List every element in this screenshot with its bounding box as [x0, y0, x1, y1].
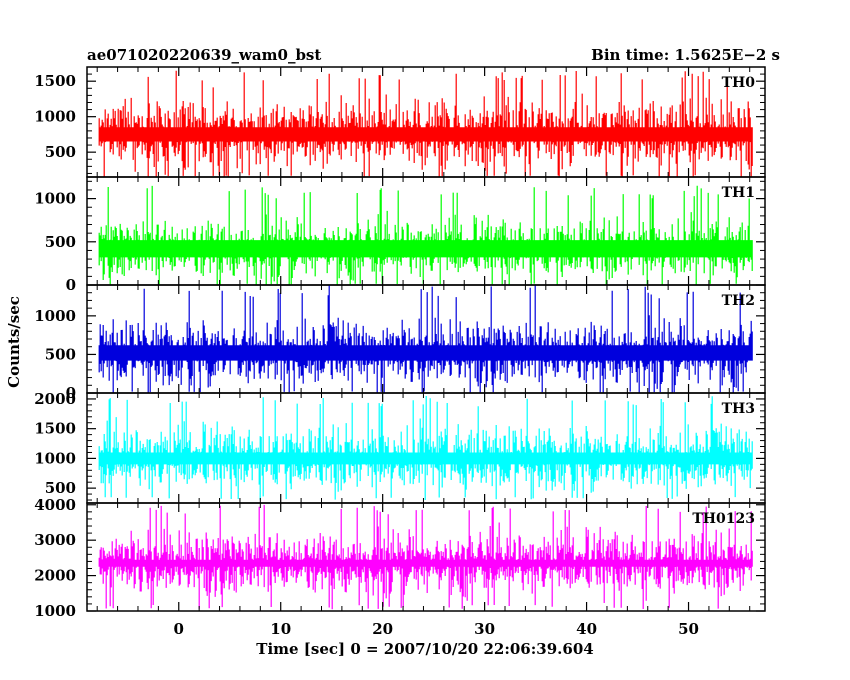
panel-label-th2: TH2	[722, 293, 755, 309]
y-tick-label: 2000	[34, 390, 76, 408]
panel-th0: 500 1000 1500 TH0	[34, 66, 766, 178]
panel-th2: 0 500 1000 TH2	[34, 284, 766, 402]
chart-title-right: Bin time: 1.5625E−2 s	[591, 46, 780, 64]
series-th0123-line	[98, 504, 753, 610]
series-th0-line	[98, 70, 753, 177]
y-tick-label: 1000	[34, 449, 76, 467]
panel-label-th3: TH3	[722, 401, 755, 417]
x-tick-label: 20	[372, 620, 393, 638]
x-tick-label: 10	[270, 620, 291, 638]
panel-th1: 0 500 1000 TH1	[34, 176, 766, 294]
y-tick-label: 1500	[34, 420, 76, 438]
y-tick-label: 0	[66, 276, 76, 294]
y-tick-label: 500	[45, 143, 76, 161]
panel-label-th1: TH1	[722, 185, 755, 201]
panel-label-th0123: TH0123	[692, 511, 755, 527]
y-tick-label: 1500	[34, 72, 76, 90]
y-tick-label: 1000	[34, 602, 76, 620]
x-tick-label: 50	[678, 620, 699, 638]
x-tick-label: 0	[174, 620, 184, 638]
y-tick-label: 1000	[34, 108, 76, 126]
panel-frame	[86, 176, 766, 286]
series-th1-line	[98, 185, 753, 285]
x-tick-label: 30	[474, 620, 495, 638]
y-tick-label: 500	[45, 233, 76, 251]
panel-frame	[86, 502, 766, 612]
y-tick-label: 2000	[34, 567, 76, 585]
series-th2-line	[98, 285, 753, 393]
y-tick-label: 1000	[34, 190, 76, 208]
chart-title-left: ae071020220639_wam0_bst	[87, 46, 321, 64]
x-tick-label: 40	[576, 620, 597, 638]
y-tick-label: 500	[45, 345, 76, 363]
y-axis-label: Counts/sec	[5, 296, 23, 388]
y-tick-label: 4000	[34, 496, 76, 514]
panel-th0123: 1000 2000 3000 4000 TH0123	[34, 496, 766, 620]
y-tick-label: 1000	[34, 307, 76, 325]
y-tick-label: 0	[66, 384, 76, 402]
x-axis-label: Time [sec] 0 = 2007/10/20 22:06:39.604	[256, 640, 593, 658]
y-tick-label: 500	[45, 479, 76, 497]
panel-label-th0: TH0	[722, 75, 756, 91]
series-th3-line	[98, 396, 753, 500]
y-tick-label: 3000	[34, 531, 76, 549]
panel-th3: 500 1000 1500 2000 TH3	[34, 390, 766, 504]
